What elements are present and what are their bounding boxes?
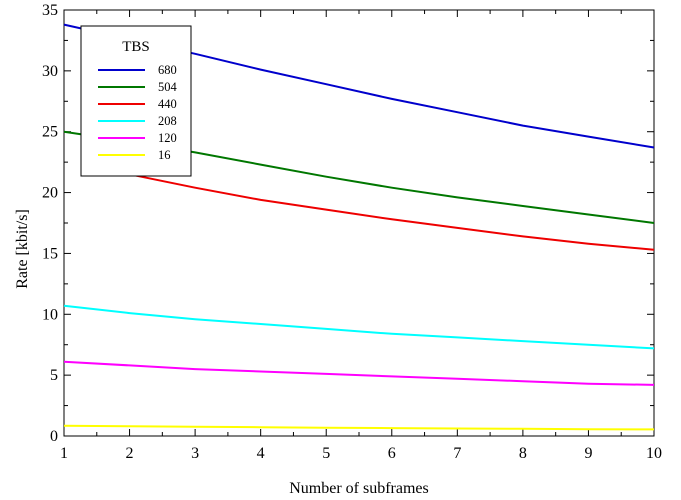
y-axis-label: Rate [kbit/s] [14,209,31,289]
legend-label-120: 120 [158,131,177,145]
x-tick-label: 2 [126,445,134,462]
legend-title: TBS [122,39,150,55]
x-tick-label: 1 [60,445,68,462]
y-tick-label: 15 [42,245,58,262]
legend-label-504: 504 [158,80,178,94]
x-axis-label: Number of subframes [289,480,429,497]
x-tick-label: 7 [453,445,461,462]
y-tick-label: 25 [42,124,58,141]
legend-label-208: 208 [158,114,177,128]
legend-box [80,25,192,177]
y-tick-label: 20 [42,185,58,202]
x-tick-label: 10 [646,445,662,462]
series-line-16 [63,424,655,431]
y-tick-label: 35 [42,2,58,19]
x-tick-label: 4 [257,445,265,462]
legend-label-680: 680 [158,63,177,77]
x-tick-label: 9 [584,445,592,462]
x-tick-label: 8 [519,445,527,462]
x-tick-label: 3 [191,445,199,462]
y-tick-label: 10 [42,306,58,323]
legend-label-16: 16 [158,148,171,162]
legend-label-440: 440 [158,97,177,111]
y-tick-label: 5 [50,367,58,384]
x-tick-label: 5 [322,445,330,462]
axes: 1 2 3 4 5 6 7 8 9 10 0 5 10 15 20 25 30 35 [42,2,662,462]
legend: TBS 680 504 440 208 120 16 [80,25,192,177]
series-line-208 [63,304,655,350]
y-tick-label: 30 [42,63,58,80]
y-tick-label: 0 [50,428,58,445]
series-line-440 [129,173,655,251]
series-line-120 [63,360,655,386]
x-tick-label: 6 [388,445,396,462]
